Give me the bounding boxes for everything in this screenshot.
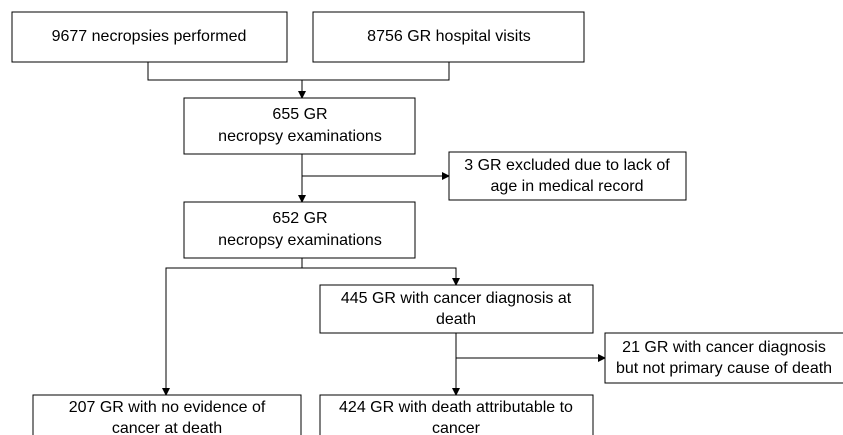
box-label: cancer <box>432 420 481 435</box>
box-label: 424 GR with death attributable to <box>339 399 573 416</box>
box-label: necropsy examinations <box>218 232 382 249</box>
box-label: 445 GR with cancer diagnosis at <box>341 290 572 307</box>
box <box>604 332 843 384</box>
box <box>11 11 288 63</box>
connector <box>147 62 450 81</box>
box <box>312 11 585 63</box>
connector <box>302 267 460 286</box>
box <box>448 151 687 201</box>
box-label: death <box>436 311 476 328</box>
connector <box>162 258 303 396</box>
box-label: age in medical record <box>491 178 644 195</box>
box-label: cancer at death <box>112 420 222 435</box>
box-label: but not primary cause of death <box>616 360 832 377</box>
box <box>32 394 302 435</box>
box-label: 21 GR with cancer diagnosis <box>622 339 826 356</box>
box-label: 207 GR with no evidence of <box>69 399 266 416</box>
box-label: necropsy examinations <box>218 128 382 145</box>
box-label: 3 GR excluded due to lack of <box>464 157 670 174</box>
box-label: 652 GR <box>272 210 327 227</box>
box-label: 8756 GR hospital visits <box>367 28 531 45</box>
box <box>183 97 416 155</box>
box-label: 655 GR <box>272 106 327 123</box>
box <box>183 201 416 259</box>
box <box>319 394 594 435</box>
box <box>319 284 594 334</box>
box-label: 9677 necropsies performed <box>52 28 247 45</box>
